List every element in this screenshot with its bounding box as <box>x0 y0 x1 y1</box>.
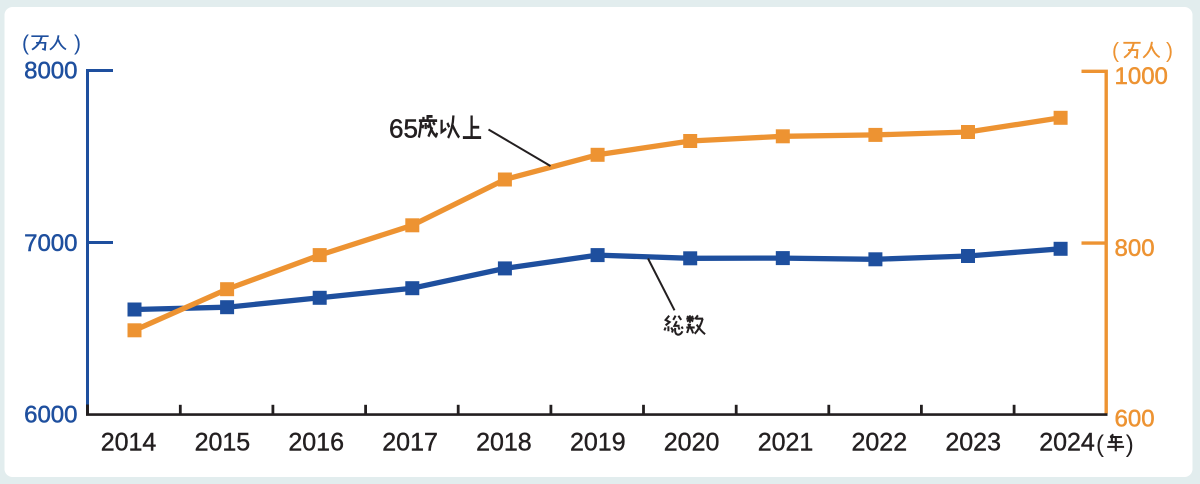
svg-text:800: 800 <box>1115 235 1155 262</box>
svg-text:): ) <box>1126 431 1134 458</box>
svg-text:(: ( <box>1096 431 1104 458</box>
svg-text:1000: 1000 <box>1115 63 1168 90</box>
svg-text:): ) <box>1166 40 1173 63</box>
svg-text:600: 600 <box>1115 406 1155 433</box>
svg-text:6000: 6000 <box>24 402 77 429</box>
svg-text:): ) <box>74 32 81 55</box>
svg-text:7000: 7000 <box>24 230 77 257</box>
svg-text:2018: 2018 <box>476 429 532 457</box>
svg-text:2016: 2016 <box>288 429 344 457</box>
svg-text:2017: 2017 <box>382 429 438 457</box>
svg-text:2015: 2015 <box>195 429 251 457</box>
svg-text:2020: 2020 <box>664 429 720 457</box>
svg-text:8000: 8000 <box>24 58 77 85</box>
svg-text:2019: 2019 <box>570 429 626 457</box>
svg-text:(: ( <box>22 32 29 55</box>
svg-text:65: 65 <box>389 113 418 143</box>
svg-text:2022: 2022 <box>851 429 907 457</box>
svg-text:2021: 2021 <box>758 429 814 457</box>
svg-text:(: ( <box>1112 40 1119 63</box>
svg-text:2023: 2023 <box>945 429 1001 457</box>
svg-text:2024: 2024 <box>1039 429 1095 457</box>
svg-text:2014: 2014 <box>101 429 157 457</box>
